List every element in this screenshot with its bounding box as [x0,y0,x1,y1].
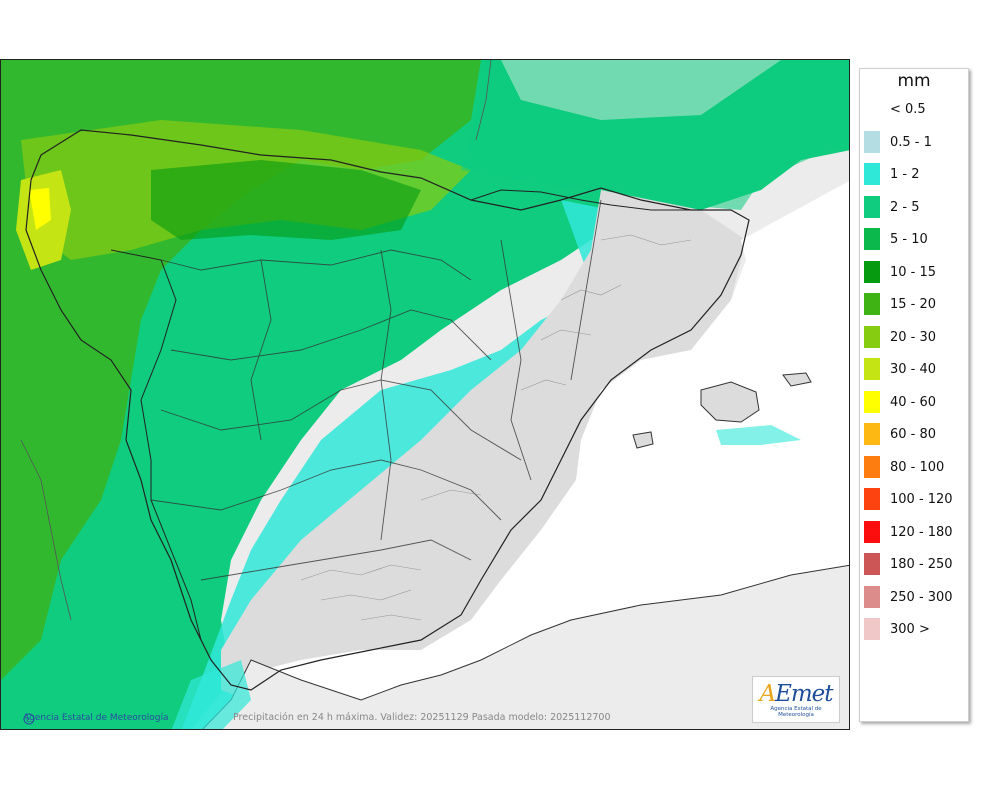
legend-item: 15 - 20 [864,293,968,315]
legend-label: 180 - 250 [890,557,953,572]
logo-wordmark: AEmet [753,679,839,709]
legend-item: 120 - 180 [864,520,968,543]
legend-item: 5 - 10 [864,228,968,250]
legend-label: 60 - 80 [890,427,937,442]
legend-label: 15 - 20 [890,297,937,312]
legend-swatch [864,553,880,575]
legend-item: 100 - 120 [864,488,968,510]
mediterranean-sea [261,181,849,729]
legend-swatch [864,423,880,445]
legend-panel: mm < 0.5 0.5 - 1 1 - 2 2 - 5 5 - 10 10 - 15 15… [859,68,969,722]
ibiza-island [632,431,654,449]
legend-item: 60 - 80 [864,423,968,445]
legend-label: 80 - 100 [890,459,945,475]
legend-label: 5 - 10 [890,232,928,247]
legend-swatch [864,130,880,153]
legend-item: 30 - 40 [864,358,968,380]
legend-swatch [864,228,880,250]
legend-item: 0.5 - 1 [864,130,968,153]
legend-swatch [864,195,880,218]
terrain-relief [300,234,692,621]
legend-item: 80 - 100 [864,455,968,478]
copyright-icon [23,713,35,725]
legend-swatch [864,390,880,413]
north-africa-coast [202,564,849,729]
legend-item: 300 > [864,618,968,640]
legend-label: 20 - 30 [890,329,937,345]
menorca-island [782,372,812,387]
legend-swatch [864,358,880,380]
legend-item: 250 - 300 [864,585,968,608]
legend-label: 1 - 2 [890,167,920,182]
portugal-border [110,249,202,641]
legend-label: 300 > [890,622,930,637]
legend-label: < 0.5 [890,102,926,117]
legend-swatch [864,260,880,283]
legend-item: 10 - 15 [864,260,968,283]
france-land [461,60,849,210]
balearic-rain-patch [716,425,801,445]
legend-item: 180 - 250 [864,553,968,575]
legend-swatch [864,293,880,315]
logo-letter-a: A [759,681,776,707]
logo-word-rest: Emet [775,681,833,707]
legend-item: 1 - 2 [864,163,968,185]
map-credit: Agencia Estatal de Meteorología [23,713,169,723]
legend-label: 0.5 - 1 [890,134,932,150]
galicia-max [29,188,51,230]
mallorca-island [700,381,760,423]
legend-label: 250 - 300 [890,589,953,605]
legend-swatch [864,488,880,510]
legend-swatch [864,455,880,478]
legend-item: < 0.5 [864,98,968,120]
pyrenees-border [470,189,691,211]
iberia-coastline [25,129,750,691]
legend-item: 40 - 60 [864,390,968,413]
africa-west-green [171,660,251,729]
legend-item: 20 - 30 [864,325,968,348]
legend-swatch [864,520,880,543]
legend-swatch [864,163,880,185]
legend-swatch [864,618,880,640]
legend-swatch [864,325,880,348]
cantabrian-core [151,160,421,240]
legend-label: 40 - 60 [890,394,937,410]
legend-swatch [864,585,880,608]
legend-label: 30 - 40 [890,362,937,377]
precipitation-map[interactable]: c Agencia Estatal de Meteorología Precip… [0,59,850,730]
map-canvas: c [1,60,849,729]
france-border-line [475,60,492,141]
legend-label: 2 - 5 [890,199,920,215]
regional-borders [150,199,602,581]
portugal-sea-line [20,439,72,621]
logo-subtitle: Agencia Estatal de Meteorología [770,706,822,718]
legend-label: 100 - 120 [890,492,953,507]
legend-item: 2 - 5 [864,195,968,218]
legend-swatch [864,98,880,120]
legend-label: 120 - 180 [890,524,953,540]
legend-label: 10 - 15 [890,264,937,280]
aemet-logo: AEmet Agencia Estatal de Meteorología [752,676,840,723]
copyright-icon-glyph: c [26,716,30,724]
legend-unit: mm [897,71,931,91]
dry-southeast [221,190,746,700]
map-caption: Precipitación en 24 h máxima. Validez: 2… [233,712,611,723]
